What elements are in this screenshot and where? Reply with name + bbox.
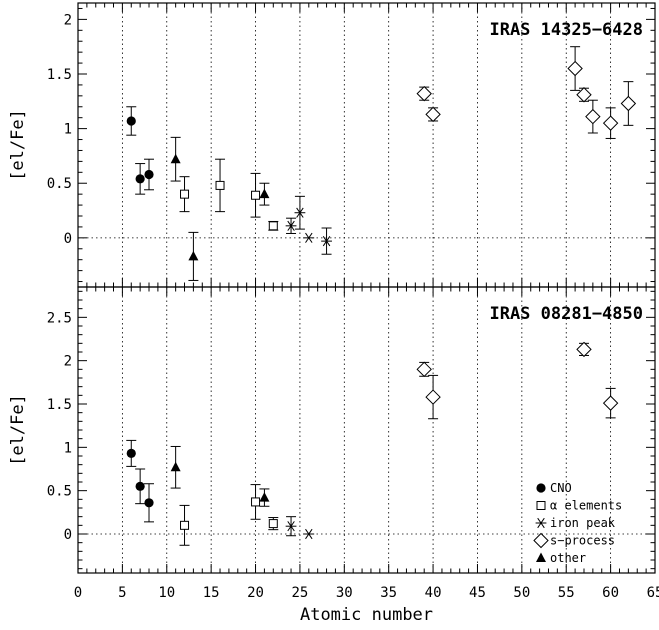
asterisk-stroke	[537, 517, 545, 529]
y-tick-label: 0	[64, 527, 72, 543]
data-point	[416, 85, 432, 102]
series-s-process	[416, 46, 637, 139]
panel-frame	[77, 2, 656, 288]
data-point	[251, 190, 261, 200]
data-point	[135, 174, 145, 184]
data-point	[585, 108, 601, 125]
data-point	[303, 232, 315, 243]
data-point	[259, 188, 270, 199]
panel-2: 0 0.5 1 1.5 2 2.5 [el/Fe] IRAS 08281−4850 CNO α e…	[8, 286, 659, 601]
data-point	[170, 153, 181, 164]
x-axis-label: Atomic number	[300, 605, 433, 625]
y-tick-label: 1	[64, 440, 72, 456]
data-point	[602, 115, 619, 131]
data-point	[620, 95, 637, 112]
asterisk-stroke	[287, 220, 295, 231]
data-point	[268, 519, 278, 529]
x-tick-label: 55	[558, 585, 575, 601]
asterisk-stroke	[305, 232, 313, 243]
y-tick-label: 2	[64, 354, 72, 370]
x-tick-label: 15	[203, 585, 220, 601]
data-point	[425, 106, 441, 123]
data-point	[215, 180, 225, 190]
series--elements	[179, 484, 279, 546]
panel-1: 0 0.5 1 1.5 2 [el/Fe] IRAS 14325−6428	[8, 2, 656, 288]
x-tick-label: 50	[513, 585, 530, 601]
y-tick-label: 2	[64, 12, 72, 28]
data-point	[576, 341, 592, 358]
x-tick-label: 30	[336, 585, 353, 601]
legend-marker	[536, 501, 546, 510]
asterisk-stroke	[287, 521, 295, 532]
y-tick-label: 2.5	[47, 310, 72, 326]
panel-title: IRAS 14325−6428	[489, 20, 643, 40]
data-point	[126, 448, 136, 458]
y-tick-label: 0.5	[47, 176, 72, 192]
data-point	[321, 236, 332, 247]
panel-title: IRAS 08281−4850	[489, 304, 643, 324]
series-cno	[126, 439, 155, 523]
legend-label: s−process	[550, 534, 615, 548]
series-iron-peak	[285, 195, 332, 255]
y-tick-label: 1.5	[47, 67, 72, 83]
data-point	[170, 461, 181, 472]
panel-frame	[77, 286, 656, 574]
series--elements	[179, 158, 279, 231]
legend-label: α elements	[550, 499, 622, 513]
x-tick-label: 65	[647, 585, 659, 601]
data-point	[251, 497, 261, 507]
data-point	[144, 169, 154, 180]
legend-marker	[536, 483, 546, 493]
data-point	[425, 389, 441, 405]
x-tick-label: 40	[425, 585, 442, 601]
data-point	[602, 395, 619, 411]
series-iron-peak	[285, 516, 315, 540]
y-axis-label: [el/Fe]	[8, 109, 28, 181]
x-tick-label: 20	[247, 585, 264, 601]
legend: CNO α elements iron peak s−process other	[533, 481, 622, 565]
data-point	[135, 481, 145, 491]
y-tick-label: 0.5	[47, 484, 72, 500]
data-point	[576, 87, 592, 103]
asterisk-stroke	[322, 236, 331, 247]
legend-marker	[535, 517, 547, 529]
x-tick-label: 45	[469, 585, 486, 601]
data-point	[259, 492, 270, 502]
y-axis-label: [el/Fe]	[8, 394, 28, 466]
data-point	[285, 220, 297, 231]
data-point	[303, 528, 315, 540]
data-point	[126, 116, 136, 126]
series-s-process	[416, 341, 619, 420]
legend-label: CNO	[550, 481, 572, 495]
series-other	[170, 136, 270, 281]
series-cno	[126, 106, 155, 195]
x-tick-label: 5	[118, 585, 126, 601]
x-tick-label: 0	[74, 585, 82, 601]
series-other	[170, 445, 270, 507]
data-point	[416, 361, 432, 378]
y-tick-label: 1	[64, 122, 72, 138]
data-point	[268, 221, 278, 231]
asterisk-stroke	[305, 528, 313, 540]
data-point	[180, 189, 190, 199]
data-point	[285, 521, 297, 532]
y-tick-label: 1.5	[47, 397, 72, 413]
data-point	[294, 207, 306, 218]
data-point	[567, 60, 583, 77]
x-tick-label: 60	[602, 585, 619, 601]
y-tick-label: 0	[64, 231, 72, 247]
x-tick-label: 35	[380, 585, 397, 601]
chart-panels: 0 0.5 1 1.5 2 [el/Fe] IRAS 14325−6428 0 0.5 1 1.5 2…	[8, 2, 659, 601]
data-point	[188, 250, 199, 261]
legend-label: other	[550, 551, 586, 565]
x-tick-label: 10	[158, 585, 175, 601]
x-tick-label: 25	[291, 585, 308, 601]
data-point	[144, 498, 154, 508]
legend-marker	[533, 532, 549, 549]
data-point	[180, 520, 190, 530]
asterisk-stroke	[296, 207, 304, 218]
legend-marker	[536, 552, 546, 562]
legend-label: iron peak	[550, 516, 616, 530]
